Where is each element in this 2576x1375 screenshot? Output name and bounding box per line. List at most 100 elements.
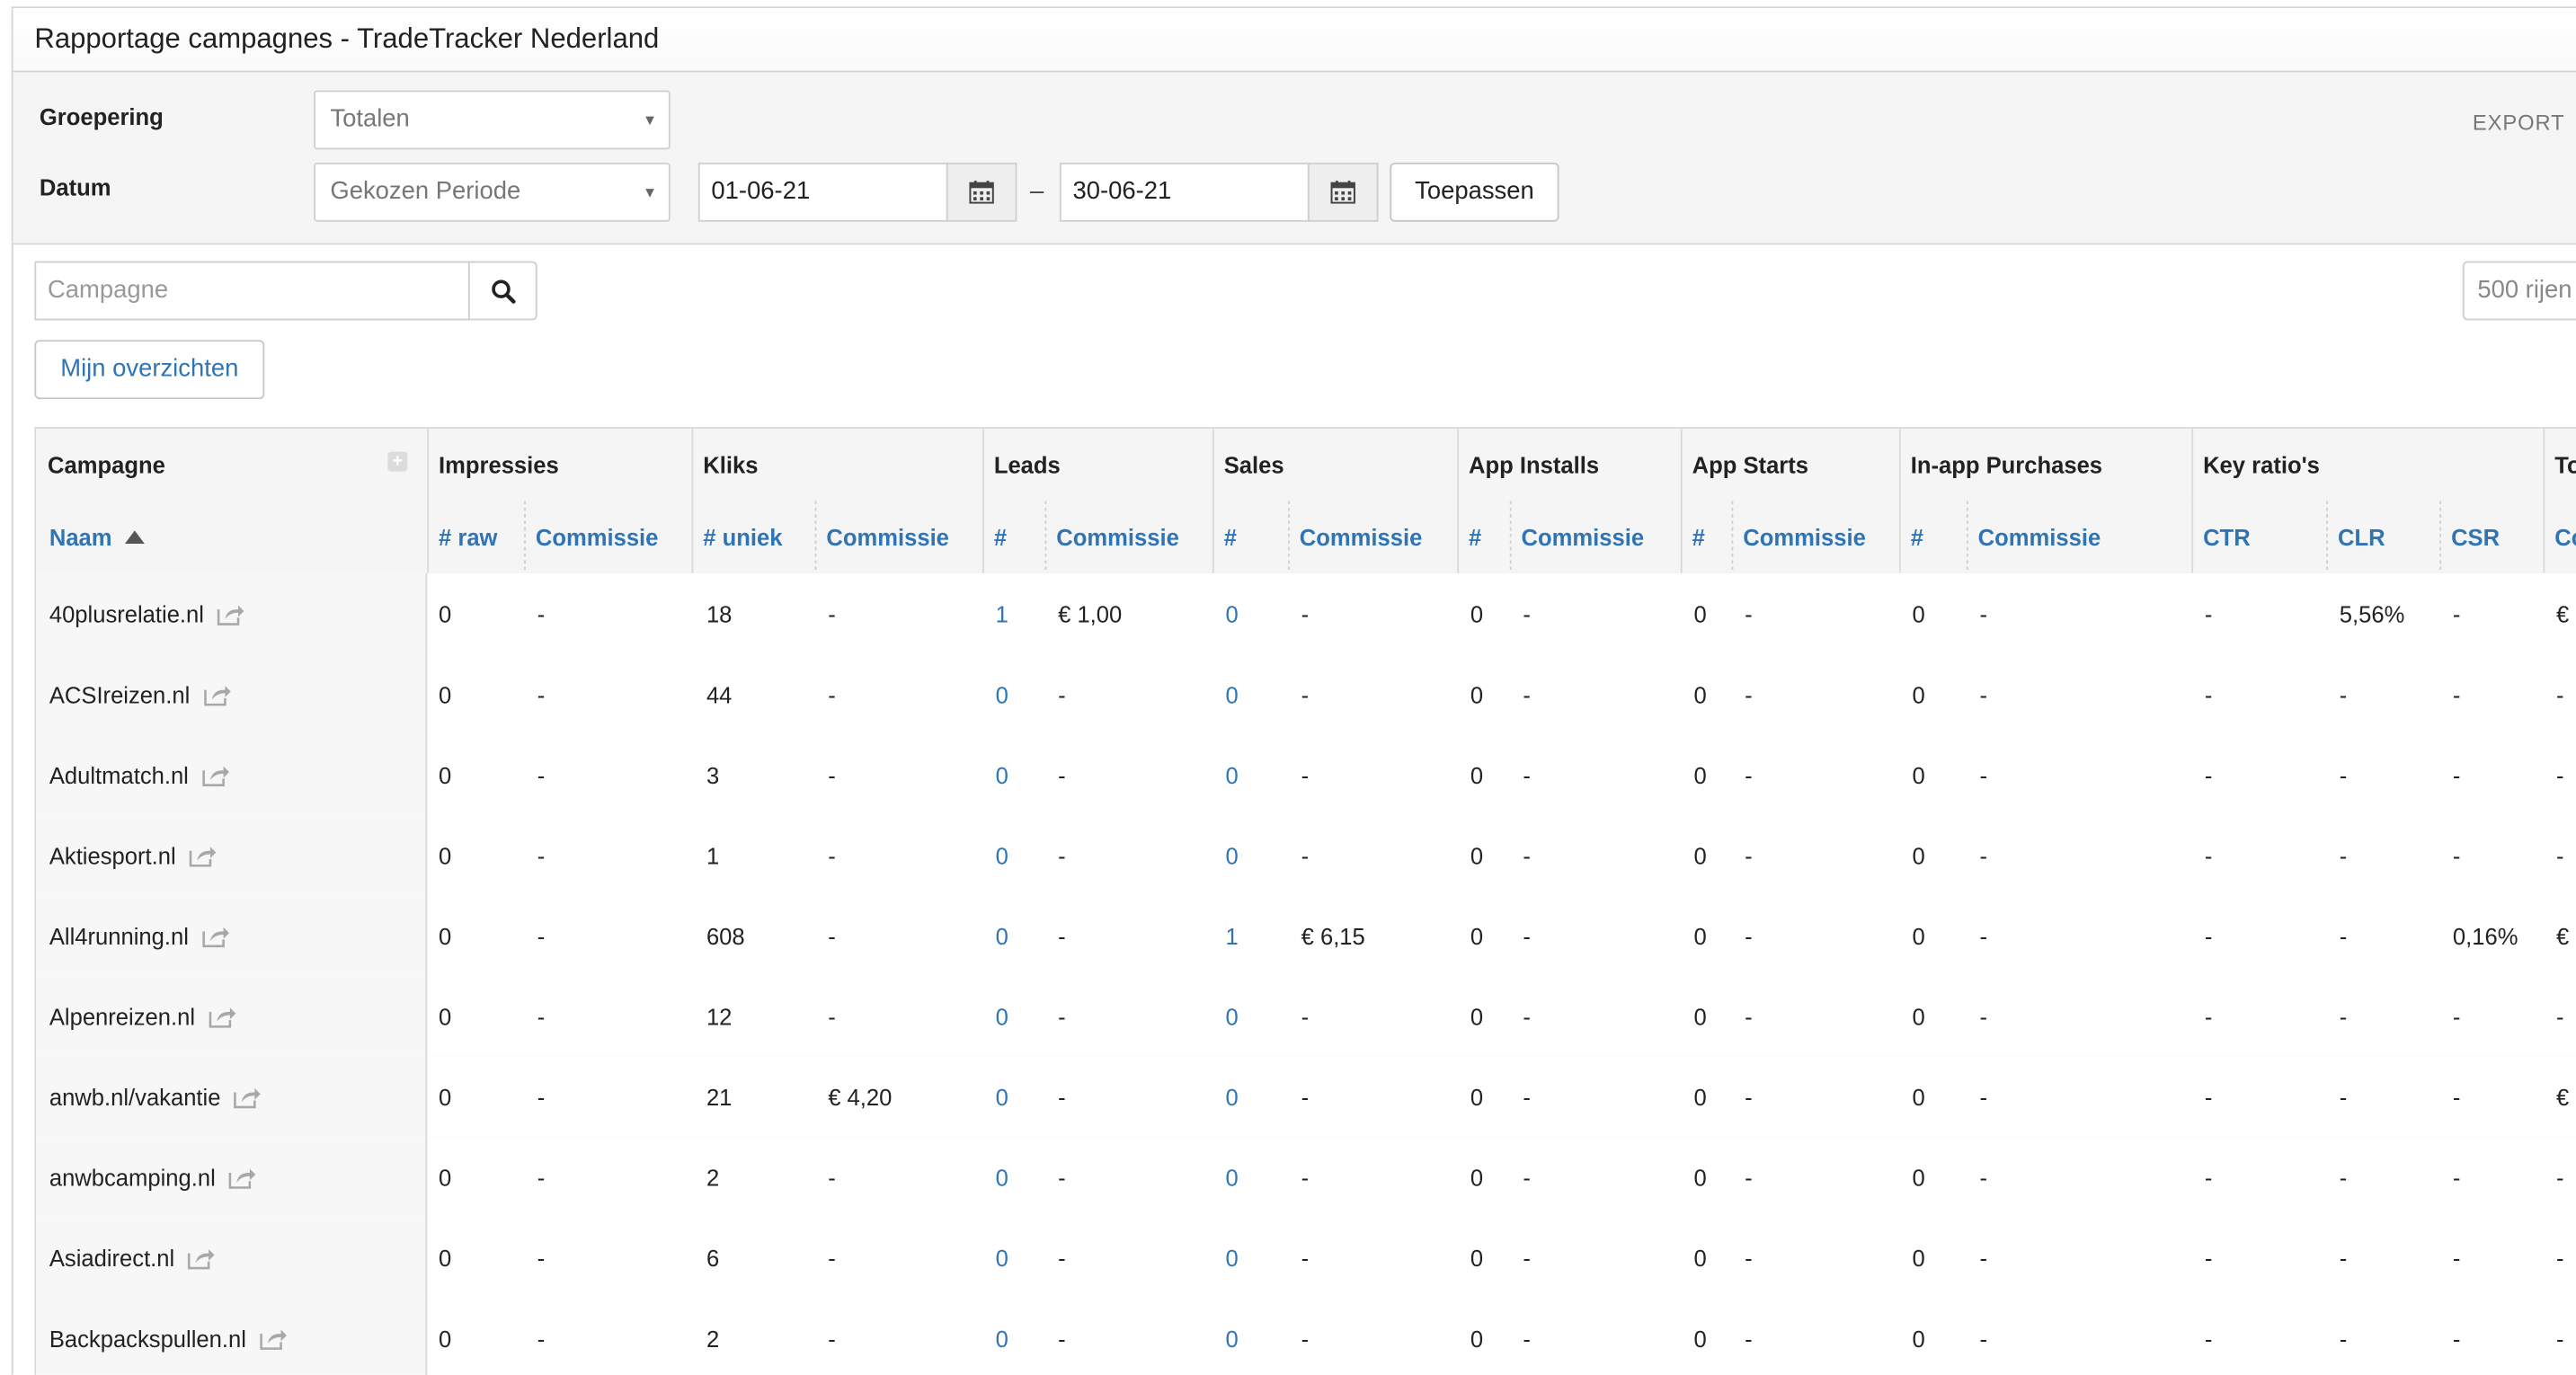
column-header[interactable]: CLR <box>2337 524 2385 551</box>
column-divider <box>427 429 430 501</box>
count-link[interactable]: 0 <box>995 1244 1008 1271</box>
value-cell: - <box>1979 761 1988 788</box>
column-header[interactable]: Co <box>2554 524 2576 551</box>
value-cell: - <box>2204 922 2213 949</box>
count-link[interactable]: 0 <box>995 1163 1008 1191</box>
value-cell: - <box>2204 841 2213 868</box>
grouping-select[interactable]: Totalen ▼ <box>314 90 671 150</box>
grouping-label: Groepering <box>39 103 164 130</box>
count-link[interactable]: 0 <box>1225 761 1239 788</box>
value-cell: 0 <box>1693 1244 1707 1271</box>
period-select[interactable]: Gekozen Periode ▼ <box>314 162 671 222</box>
count-link[interactable]: 0 <box>995 1325 1008 1352</box>
column-header[interactable]: Commissie <box>1977 524 2101 551</box>
value-cell: - <box>2452 1325 2461 1352</box>
count-link[interactable]: 0 <box>995 680 1008 707</box>
search-icon <box>491 279 515 303</box>
count-link[interactable]: 0 <box>995 922 1008 949</box>
count-link[interactable]: 0 <box>1225 680 1239 707</box>
column-header[interactable]: # <box>1223 524 1237 551</box>
group-header-row: Campagne Impressies Kliks Leads Sales App Ins… <box>36 429 2576 503</box>
count-link[interactable]: 0 <box>995 1083 1008 1110</box>
value-cell: 3 <box>706 761 720 788</box>
rows-per-page-select[interactable]: 500 rijen <box>2462 261 2576 321</box>
open-campaign-icon[interactable] <box>228 1166 256 1189</box>
date-from-input[interactable]: 01-06-21 <box>697 162 948 222</box>
count-link[interactable]: 0 <box>1225 1325 1239 1352</box>
column-divider <box>2191 501 2194 573</box>
value-cell: - <box>2339 680 2348 707</box>
value-cell: 44 <box>706 680 733 707</box>
value-cell: - <box>2339 1244 2348 1271</box>
column-header[interactable]: Commissie <box>1056 524 1179 551</box>
date-to-input[interactable]: 30-06-21 <box>1059 162 1310 222</box>
column-header[interactable]: # uniek <box>703 524 783 551</box>
add-column-icon[interactable]: + <box>387 451 408 472</box>
date-separator: – <box>1030 177 1044 206</box>
value-cell: - <box>537 841 546 868</box>
open-campaign-icon[interactable] <box>189 844 217 867</box>
count-link[interactable]: 0 <box>1225 841 1239 868</box>
value-cell: 0 <box>1693 680 1707 707</box>
count-link[interactable]: 1 <box>995 600 1008 627</box>
count-link[interactable]: 1 <box>1225 922 1239 949</box>
open-campaign-icon[interactable] <box>202 763 230 786</box>
open-campaign-icon[interactable] <box>202 924 230 947</box>
value-cell: 0 <box>1693 600 1707 627</box>
count-link[interactable]: 0 <box>995 761 1008 788</box>
column-divider <box>982 501 984 573</box>
group-header: In-app Purchases <box>1910 451 2103 478</box>
value-cell: 0 <box>439 600 452 627</box>
count-link[interactable]: 0 <box>995 1002 1008 1030</box>
column-header[interactable]: Commissie <box>535 524 659 551</box>
date-to-calendar-button[interactable] <box>1307 162 1379 222</box>
value-cell: - <box>1979 680 1988 707</box>
count-link[interactable]: 0 <box>1225 1002 1239 1030</box>
count-link[interactable]: 0 <box>1225 1163 1239 1191</box>
sort-ascending-icon <box>125 530 146 545</box>
count-link[interactable]: 0 <box>1225 600 1239 627</box>
open-campaign-icon[interactable] <box>209 1005 236 1028</box>
open-campaign-icon[interactable] <box>234 1085 262 1108</box>
value-cell: 0 <box>1693 1325 1707 1352</box>
date-from-calendar-button[interactable] <box>946 162 1017 222</box>
campaign-search-input[interactable]: Campagne <box>34 261 470 321</box>
my-overviews-button[interactable]: Mijn overzichten <box>34 340 265 400</box>
column-header[interactable]: CTR <box>2203 524 2251 551</box>
value-cell: 0 <box>439 1325 452 1352</box>
value-cell: - <box>1523 1163 1531 1191</box>
search-button[interactable] <box>467 261 537 321</box>
column-header[interactable]: # <box>1910 524 1923 551</box>
column-header[interactable]: Commissie <box>826 524 949 551</box>
sort-by-name-header[interactable]: Naam <box>36 501 146 572</box>
column-header[interactable]: # raw <box>439 524 498 551</box>
apply-button[interactable]: Toepassen <box>1390 162 1559 222</box>
chevron-down-icon: ▼ <box>642 111 658 129</box>
open-campaign-icon[interactable] <box>218 602 245 625</box>
campaign-name: Alpenreizen.nl <box>49 1002 196 1030</box>
value-cell: - <box>2556 680 2564 707</box>
count-link[interactable]: 0 <box>995 841 1008 868</box>
open-campaign-icon[interactable] <box>203 682 231 705</box>
group-header: App Installs <box>1469 451 1600 478</box>
export-link[interactable]: EXPORT <box>2472 110 2565 135</box>
table-row: Asiadirect.nl 0 - 6 - 0 - 0 - 0 - 0 - 0 - - - - - <box>36 1217 2576 1300</box>
open-campaign-icon[interactable] <box>260 1326 288 1350</box>
column-header[interactable]: Commissie <box>1743 524 1866 551</box>
column-header[interactable]: Commissie <box>1521 524 1645 551</box>
column-header[interactable]: # <box>1469 524 1482 551</box>
column-header[interactable]: # <box>993 524 1008 551</box>
count-link[interactable]: 0 <box>1225 1083 1239 1110</box>
column-header[interactable]: CSR <box>2451 524 2500 551</box>
open-campaign-icon[interactable] <box>188 1246 216 1269</box>
table-row: Backpackspullen.nl 0 - 2 - 0 - 0 - 0 - 0 - 0 - - - - - <box>36 1297 2576 1375</box>
value-cell: 0 <box>1470 761 1484 788</box>
period-value: Gekozen Periode <box>330 177 521 206</box>
value-cell: 0 <box>1912 1325 1925 1352</box>
column-header[interactable]: Commissie <box>1299 524 1423 551</box>
column-header[interactable]: # <box>1692 524 1705 551</box>
panel-title: Rapportage campagnes - TradeTracker Nede… <box>13 8 2576 73</box>
value-cell: - <box>1301 1163 1310 1191</box>
count-link[interactable]: 0 <box>1225 1244 1239 1271</box>
value-cell: - <box>1745 1083 1753 1110</box>
